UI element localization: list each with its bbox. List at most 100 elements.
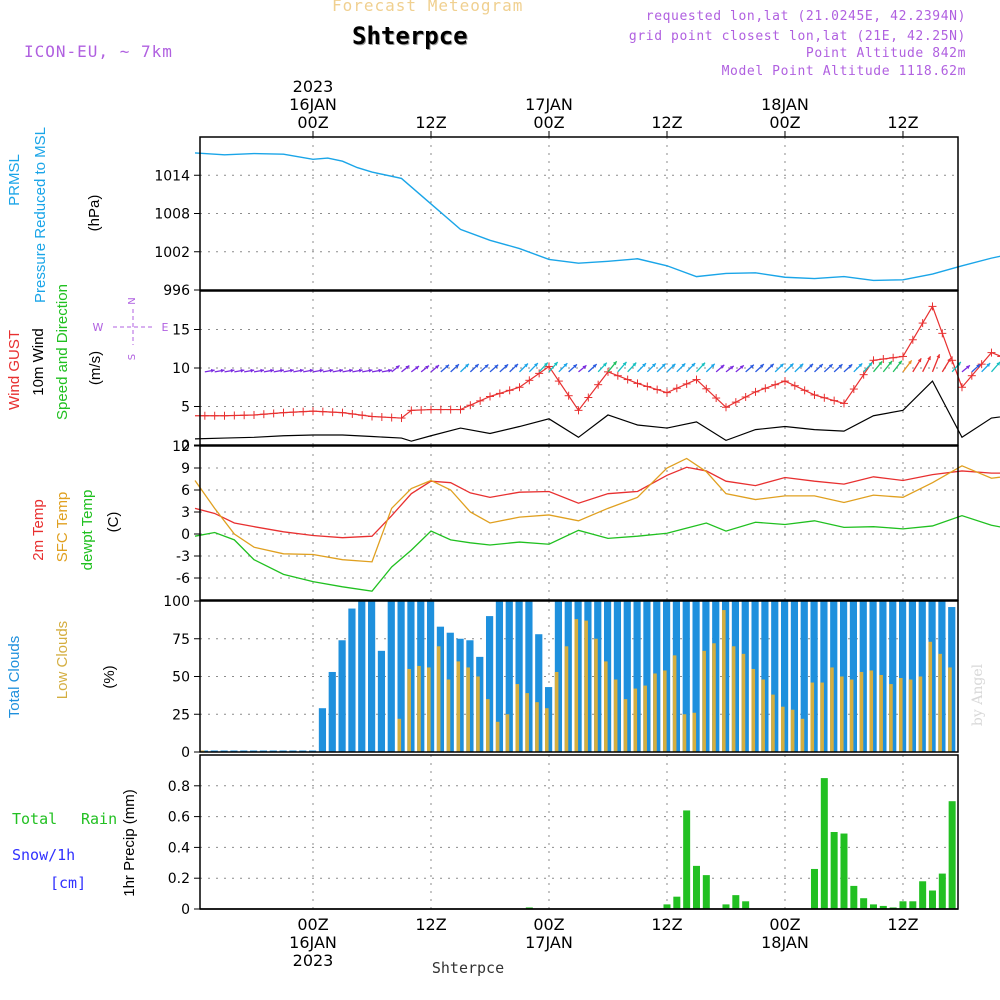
wind-arrow-head [799,363,804,368]
total-cloud-bar [318,708,327,752]
meteogram-title: Forecast Meteogram [332,0,524,15]
total-cloud-bar [771,601,779,752]
total-cloud-bar [780,601,789,752]
low-cloud-bar [731,646,736,752]
requested-coords: requested lon,lat (21.0245E, 42.2394N) [645,9,966,24]
wind-arrow-head [280,368,284,373]
wind-arrow-head [612,361,617,366]
panel-frame-pressure [199,136,959,291]
low-cloud-bar [820,682,824,752]
rain-bar [909,901,917,909]
low-cloud-bar [397,718,402,752]
top-axis-label: 18JAN [761,95,809,114]
total-cloud-bar [554,601,563,752]
wind-arrow-head [405,365,410,370]
rain-bar [525,907,533,909]
temp-label-sfc: SFC Temp [54,492,71,563]
total-cloud-bar [839,601,848,752]
model-label: ICON-EU, ~ 7km [24,42,173,61]
wind-arrow-head [917,358,922,363]
bottom-axis-label: 12Z [415,915,446,934]
grid-point-coords: grid point closest lon,lat (21E, 42.25N) [628,29,966,44]
low-cloud-bar [682,714,687,752]
low-cloud-bar [859,671,864,752]
total-cloud-bar [515,601,523,752]
temp-unit: (C) [105,512,122,533]
wind-arrow-head [739,365,744,370]
series-sfc-temp-line [194,457,1000,563]
wind-arrow-head [878,361,883,366]
low-cloud-bar [653,673,657,752]
low-cloud-bar [525,693,529,752]
wind-arrow-head [260,368,265,373]
top-axis-label: 00Z [533,113,564,132]
low-cloud-bar [476,676,480,752]
total-cloud-bar [367,601,376,752]
total-cloud-bar [387,601,395,752]
low-cloud-bar [790,709,795,752]
wind-label-gust: Wind GUST [6,330,23,410]
precip-label-total: Total [12,810,57,828]
low-cloud-bar [426,667,431,752]
rain-bar [899,901,907,909]
low-cloud-bar [485,699,490,752]
panel-frame-precip [199,754,959,910]
low-cloud-bar [446,679,451,752]
clouds-label-low: Low Clouds [54,621,71,699]
top-axis-label: 12Z [887,113,918,132]
wind-arrow-head [445,364,449,369]
rain-bar [810,868,818,909]
wind-arrow-head [809,363,814,368]
wind-arrow-head [592,364,597,368]
total-cloud-bar [485,616,494,752]
low-cloud-bar [535,702,539,752]
low-cloud-bar [407,668,411,752]
low-cloud-bar [898,678,903,752]
low-cloud-bar [495,721,500,752]
total-cloud-bar [820,601,828,752]
low-cloud-bar [948,667,952,752]
low-cloud-bar [721,610,726,752]
low-cloud-bar [810,682,815,752]
precip-label-rain: Rain [81,810,117,828]
low-cloud-bar [928,641,933,752]
wind-arrow-head [368,368,373,373]
wind-arrow-head [828,364,833,368]
wind-arrow-head [957,361,961,366]
wind-arrow-head [388,368,392,373]
rain-bar [742,901,750,909]
y-tick-label: 1014 [154,168,190,184]
low-cloud-bar [466,667,470,752]
low-cloud-bar [780,706,785,752]
clouds-unit: (%) [101,665,118,688]
total-cloud-bar [574,601,582,752]
y-tick-label: -3 [176,549,190,565]
wind-arrow-head [602,362,607,367]
total-cloud-bar [898,601,907,752]
wind-arrow-head [769,363,774,368]
footer-location: Shterpce [432,959,504,977]
low-cloud-bar [633,688,638,752]
wind-arrow-head [976,364,981,369]
total-cloud-bar [761,601,769,752]
wind-arrow-head [818,364,823,368]
wind-arrow-head [358,368,363,373]
wind-arrow-head [395,365,400,370]
y-tick-label: 0 [181,902,190,918]
wind-arrow-head [329,368,334,373]
low-cloud-bar [839,676,844,752]
wind-arrow-head [691,363,696,367]
bottom-axis-label: 00Z [769,915,800,934]
low-cloud-bar [712,643,716,752]
wind-arrow-head [465,363,469,368]
wind-arrow-head [701,362,706,367]
wind-arrow-head [299,368,304,373]
low-cloud-bar [544,708,549,752]
bottom-axis-label: 12Z [651,915,682,934]
top-axis-label: 12Z [415,113,446,132]
total-cloud-bar [721,601,730,752]
y-tick-label: 0 [181,745,190,761]
wind-arrow-head [349,368,353,373]
low-cloud-bar [613,679,618,752]
